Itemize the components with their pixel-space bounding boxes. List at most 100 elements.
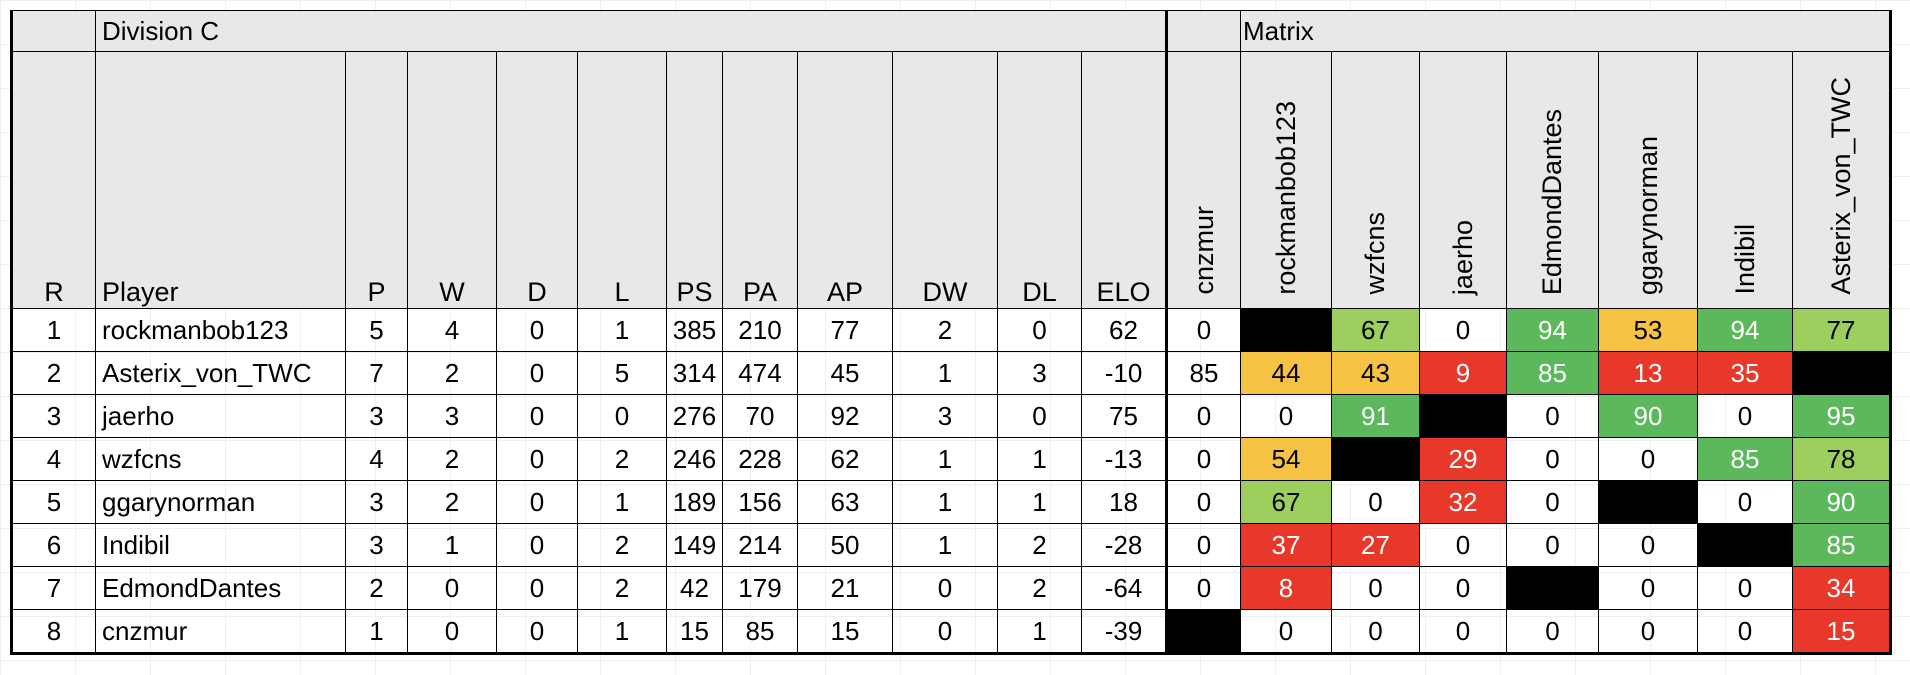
- matrix-header-jaerho[interactable]: jaerho: [1419, 51, 1507, 309]
- cell-points-scored[interactable]: 385: [666, 308, 723, 352]
- cell-wins[interactable]: 2: [407, 351, 497, 395]
- cell-elo[interactable]: -28: [1081, 523, 1168, 567]
- matrix-cell[interactable]: 0: [1598, 523, 1698, 567]
- cell-draws[interactable]: 0: [496, 437, 578, 481]
- cell-draws[interactable]: 0: [496, 523, 578, 567]
- cell-played[interactable]: 3: [345, 523, 408, 567]
- matrix-header-edmonddantes[interactable]: EdmondDantes: [1506, 51, 1599, 309]
- matrix-cell[interactable]: 0: [1697, 394, 1793, 438]
- matrix-cell[interactable]: 67: [1240, 480, 1332, 524]
- matrix-cell[interactable]: [1331, 437, 1420, 481]
- matrix-cell[interactable]: 34: [1792, 566, 1892, 610]
- matrix-cell[interactable]: 0: [1165, 480, 1241, 524]
- cell-player[interactable]: jaerho: [95, 394, 346, 438]
- matrix-cell[interactable]: 0: [1419, 523, 1507, 567]
- matrix-header-rockmanbob123[interactable]: rockmanbob123: [1240, 51, 1332, 309]
- cell-dw[interactable]: 1: [892, 437, 998, 481]
- cell-points-against[interactable]: 210: [722, 308, 798, 352]
- matrix-cell[interactable]: 0: [1240, 394, 1332, 438]
- matrix-cell[interactable]: [1598, 480, 1698, 524]
- header-ps[interactable]: PS: [666, 51, 723, 309]
- cell-losses[interactable]: 2: [577, 437, 667, 481]
- matrix-cell[interactable]: 15: [1792, 609, 1892, 655]
- matrix-title[interactable]: Matrix: [1240, 10, 1892, 52]
- cell-player[interactable]: cnzmur: [95, 609, 346, 655]
- cell-elo[interactable]: 75: [1081, 394, 1168, 438]
- matrix-cell[interactable]: 0: [1506, 609, 1599, 655]
- division-title[interactable]: Division C: [95, 10, 1168, 52]
- header-ap[interactable]: AP: [797, 51, 893, 309]
- cell-average-points[interactable]: 77: [797, 308, 893, 352]
- cell-average-points[interactable]: 63: [797, 480, 893, 524]
- matrix-cell[interactable]: 0: [1165, 523, 1241, 567]
- header-elo[interactable]: ELO: [1081, 51, 1168, 309]
- cell-elo[interactable]: 62: [1081, 308, 1168, 352]
- cell-elo[interactable]: -13: [1081, 437, 1168, 481]
- matrix-cell[interactable]: 77: [1792, 308, 1892, 352]
- matrix-cell[interactable]: 94: [1697, 308, 1793, 352]
- matrix-cell[interactable]: 0: [1598, 437, 1698, 481]
- cell-player[interactable]: Indibil: [95, 523, 346, 567]
- cell-rank[interactable]: 3: [10, 394, 96, 438]
- cell-dw[interactable]: 0: [892, 609, 998, 655]
- cell-dl[interactable]: 2: [997, 523, 1082, 567]
- cell-dw[interactable]: 1: [892, 480, 998, 524]
- cell-dw[interactable]: 1: [892, 351, 998, 395]
- cell-dw[interactable]: 0: [892, 566, 998, 610]
- header-d[interactable]: D: [496, 51, 578, 309]
- matrix-cell[interactable]: 0: [1697, 566, 1793, 610]
- matrix-cell[interactable]: 29: [1419, 437, 1507, 481]
- cell-dl[interactable]: 0: [997, 394, 1082, 438]
- cell-average-points[interactable]: 92: [797, 394, 893, 438]
- matrix-cell[interactable]: 90: [1792, 480, 1892, 524]
- cell-points-against[interactable]: 474: [722, 351, 798, 395]
- cell-played[interactable]: 7: [345, 351, 408, 395]
- matrix-header-indibil[interactable]: Indibil: [1697, 51, 1793, 309]
- matrix-cell[interactable]: [1792, 351, 1892, 395]
- matrix-cell[interactable]: 32: [1419, 480, 1507, 524]
- matrix-cell[interactable]: 0: [1165, 437, 1241, 481]
- matrix-cell[interactable]: 27: [1331, 523, 1420, 567]
- matrix-cell[interactable]: [1697, 523, 1793, 567]
- matrix-header-wzfcns[interactable]: wzfcns: [1331, 51, 1420, 309]
- cell-player[interactable]: Asterix_von_TWC: [95, 351, 346, 395]
- cell-player[interactable]: wzfcns: [95, 437, 346, 481]
- cell-played[interactable]: 5: [345, 308, 408, 352]
- cell-dl[interactable]: 3: [997, 351, 1082, 395]
- cell-rank[interactable]: 5: [10, 480, 96, 524]
- matrix-cell[interactable]: 0: [1165, 566, 1241, 610]
- matrix-cell[interactable]: 91: [1331, 394, 1420, 438]
- cell-draws[interactable]: 0: [496, 394, 578, 438]
- matrix-cell[interactable]: [1506, 566, 1599, 610]
- cell-points-scored[interactable]: 42: [666, 566, 723, 610]
- cell-losses[interactable]: 5: [577, 351, 667, 395]
- matrix-cell[interactable]: 0: [1331, 566, 1420, 610]
- cell-draws[interactable]: 0: [496, 480, 578, 524]
- cell-losses[interactable]: 2: [577, 566, 667, 610]
- cell-points-scored[interactable]: 189: [666, 480, 723, 524]
- matrix-cell[interactable]: 0: [1598, 566, 1698, 610]
- matrix-cell[interactable]: 0: [1697, 480, 1793, 524]
- matrix-cell[interactable]: 0: [1506, 480, 1599, 524]
- cell-rank[interactable]: 6: [10, 523, 96, 567]
- matrix-cell[interactable]: 0: [1419, 566, 1507, 610]
- matrix-cell[interactable]: 0: [1506, 523, 1599, 567]
- cell-draws[interactable]: 0: [496, 609, 578, 655]
- header-player[interactable]: Player: [95, 51, 346, 309]
- matrix-cell[interactable]: 53: [1598, 308, 1698, 352]
- header-dl[interactable]: DL: [997, 51, 1082, 309]
- matrix-cell[interactable]: 85: [1792, 523, 1892, 567]
- matrix-cell[interactable]: 0: [1419, 609, 1507, 655]
- cell-wins[interactable]: 2: [407, 437, 497, 481]
- matrix-cell[interactable]: 0: [1697, 609, 1793, 655]
- cell-points-against[interactable]: 85: [722, 609, 798, 655]
- header-dw[interactable]: DW: [892, 51, 998, 309]
- cell-points-scored[interactable]: 246: [666, 437, 723, 481]
- matrix-cell[interactable]: 90: [1598, 394, 1698, 438]
- header-l[interactable]: L: [577, 51, 667, 309]
- cell-dw[interactable]: 1: [892, 523, 998, 567]
- cell-played[interactable]: 3: [345, 394, 408, 438]
- matrix-cell[interactable]: 35: [1697, 351, 1793, 395]
- cell-played[interactable]: 1: [345, 609, 408, 655]
- cell-average-points[interactable]: 45: [797, 351, 893, 395]
